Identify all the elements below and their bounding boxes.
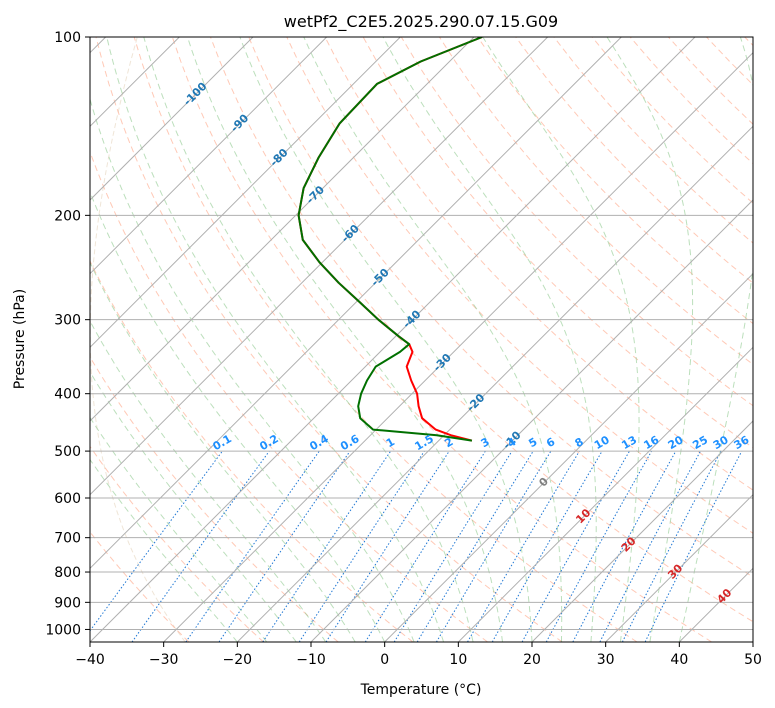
y-tick-label: 1000 (45, 622, 81, 638)
dry-adiabat (286, 37, 753, 534)
chart-title: wetPf2_C2E5.2025.290.07.15.G09 (284, 12, 558, 32)
mixing-ratio-line (644, 450, 743, 642)
moist-adiabat (303, 37, 563, 642)
mixing-ratio-line (298, 450, 425, 642)
y-tick-label: 600 (54, 491, 81, 507)
isotherms (90, 37, 753, 642)
mixing-ratio-line (218, 450, 351, 642)
dry-adiabat (171, 37, 712, 642)
isotherm-line (90, 37, 401, 349)
mixing-ratio-line (393, 450, 513, 642)
plot-area: -100-90-80-70-60-50-40-30-20-10010203040… (90, 37, 753, 642)
moist-adiabat (606, 37, 694, 642)
dewpoint-profile (297, 37, 483, 442)
y-tick-label: 800 (54, 565, 81, 581)
moist-adiabat (90, 370, 297, 642)
isotherm-line (90, 37, 696, 642)
x-tick-label: 50 (744, 652, 762, 668)
isotherm-line (310, 199, 753, 642)
isotherm-line (163, 51, 753, 642)
y-tick-label: 900 (54, 595, 81, 611)
x-tick-label: −20 (223, 652, 253, 668)
mixing-ratio-line (521, 450, 630, 642)
plot-frame (89, 36, 754, 643)
profiles (297, 37, 483, 442)
dry-adiabat (95, 37, 563, 642)
moist-adiabat (143, 37, 474, 642)
dry-adiabat (90, 259, 414, 642)
isotherm-line (90, 37, 549, 496)
moist-adiabats (90, 37, 753, 642)
mixing-ratio-line (325, 450, 450, 642)
isotherm-line (90, 37, 475, 422)
mixing-ratio-line (364, 450, 486, 642)
mixing-ratio-lines (90, 450, 743, 642)
moist-adiabat (90, 416, 268, 642)
moist-adiabat (678, 37, 753, 642)
mixing-ratio-line (545, 450, 653, 642)
dry-adiabat (515, 37, 753, 284)
dry-adiabat (248, 37, 753, 578)
mixing-ratio-line (262, 450, 392, 642)
moist-adiabat (482, 37, 640, 642)
isobars (90, 37, 753, 630)
y-tick-label: 700 (54, 531, 81, 547)
moist-adiabat (382, 37, 597, 642)
mixing-ratio-line (185, 450, 320, 642)
mixing-ratio-line (416, 450, 534, 642)
moist-adiabat (90, 320, 327, 642)
x-axis-label: Temperature (°C) (360, 682, 482, 698)
mixing-ratio-line (621, 450, 722, 642)
x-tick-label: 0 (380, 652, 389, 668)
isotherm-line (531, 420, 753, 642)
y-axis-label: Pressure (hPa) (12, 289, 28, 389)
y-tick-label: 100 (54, 30, 81, 46)
dry-adiabat (210, 37, 753, 623)
isotherm-line (605, 493, 753, 642)
isotherm-line (90, 37, 622, 570)
moist-adiabat (90, 458, 238, 642)
y-tick-label: 300 (54, 313, 81, 329)
isotherm-line (236, 125, 753, 642)
x-tick-label: 20 (523, 652, 541, 668)
mixing-ratio-line (599, 450, 701, 642)
dry-adiabat (133, 37, 638, 642)
y-axis: 100 200 300 400 500 600 700 800 900 1000 (45, 30, 90, 638)
mixing-ratio-line (572, 450, 677, 642)
y-tick-label: 200 (54, 208, 81, 224)
moist-adiabat (106, 37, 445, 642)
isotherm-line (457, 346, 753, 642)
tan-curves (90, 37, 186, 642)
moist-adiabat (239, 37, 533, 642)
mixing-ratio-line (435, 450, 552, 642)
isotherm-line (90, 37, 328, 275)
moist-adiabat (187, 37, 503, 642)
x-tick-label: 40 (670, 652, 688, 668)
dry-adiabat (90, 445, 264, 642)
x-tick-label: −30 (149, 652, 179, 668)
isotherm-line (384, 272, 753, 642)
x-tick-label: 10 (449, 652, 467, 668)
dry-adiabat (324, 37, 753, 491)
x-tick-label: −10 (296, 652, 326, 668)
y-tick-label: 400 (54, 387, 81, 403)
mixing-ratio-line (131, 450, 270, 642)
y-tick-label: 500 (54, 444, 81, 460)
x-tick-label: −40 (75, 652, 105, 668)
x-tick-label: 30 (597, 652, 615, 668)
mixing-ratio-line (90, 450, 223, 632)
isotherm-line (90, 37, 254, 201)
x-axis: −40 −30 −20 −10 0 10 20 30 40 50 (75, 642, 762, 668)
tan-curve (90, 37, 186, 642)
moist-adiabat (90, 261, 356, 642)
moist-adiabat (90, 190, 386, 642)
